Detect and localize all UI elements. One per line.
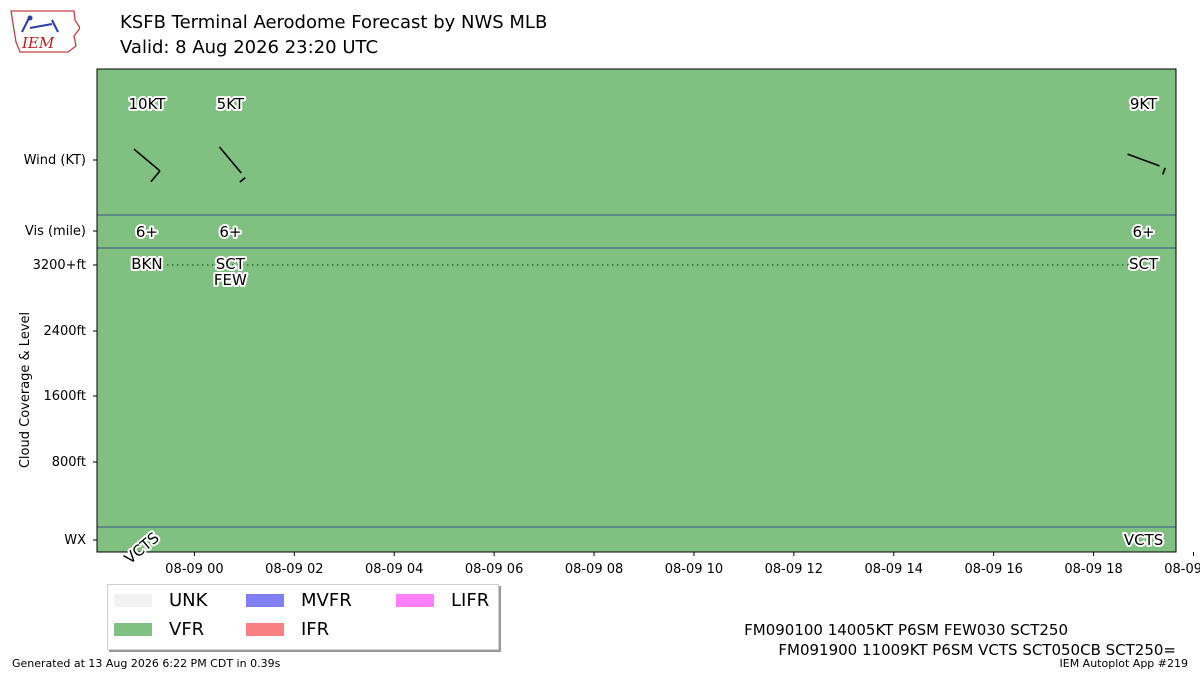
wind-row-label: Wind (KT) — [24, 153, 86, 168]
footer-generated: Generated at 13 Aug 2026 6:22 PM CDT in … — [12, 657, 281, 670]
legend-item-vfr: VFR — [114, 618, 205, 640]
taf-line-2: FM091900 11009KT P6SM VCTS SCT050CB SCT2… — [778, 641, 1176, 659]
x-tick-label: 08-09 04 — [365, 562, 423, 577]
wind-barb — [218, 146, 242, 174]
cloud-coverage-label: FEW — [214, 271, 247, 289]
legend-item-unk: UNK — [114, 589, 208, 611]
x-tick-label: 08-09 00 — [165, 562, 223, 577]
y-tick-label: 3200+ft — [33, 258, 86, 273]
cloud-coverage-label: SCT — [1129, 255, 1159, 273]
x-tick-label: 08-09 20 — [1164, 562, 1200, 577]
wind-speed-label: 5KT — [217, 95, 245, 113]
legend-item-mvfr: MVFR — [246, 589, 352, 611]
x-tick-label: 08-09 06 — [465, 562, 523, 577]
chart-subtitle: Valid: 8 Aug 2026 23:20 UTC — [120, 37, 379, 58]
x-tick-label: 08-09 02 — [265, 562, 323, 577]
cloud-coverage-label: BKN — [131, 255, 162, 273]
legend-label: MVFR — [301, 589, 352, 611]
x-tick-label: 08-09 08 — [565, 562, 623, 577]
wind-speed-label: 9KT — [1130, 95, 1158, 113]
legend-item-ifr: IFR — [246, 618, 330, 640]
footer-app: IEM Autoplot App #219 — [1059, 657, 1189, 670]
taf-line-1: FM090100 14005KT P6SM FEW030 SCT250 — [744, 621, 1068, 639]
wind-barb-tick — [150, 170, 161, 183]
wind-barb-tick — [239, 177, 246, 183]
x-tick-label: 08-09 12 — [765, 562, 823, 577]
chart-title: KSFB Terminal Aerodome Forecast by NWS M… — [120, 12, 548, 33]
plot-frame — [96, 68, 1177, 553]
legend-label: LIFR — [451, 589, 490, 611]
legend-swatch — [246, 593, 284, 607]
y-tick-label: 2400ft — [43, 324, 86, 339]
legend-swatch — [114, 622, 152, 636]
wx-row-label: WX — [64, 533, 86, 548]
legend-label: VFR — [169, 618, 205, 640]
cloud-coverage-label: SCT — [216, 255, 246, 273]
legend-swatch — [396, 593, 434, 607]
x-tick-label: 08-09 16 — [964, 562, 1022, 577]
legend-label: UNK — [169, 589, 208, 611]
legend-swatch — [114, 593, 152, 607]
wind-barb — [133, 148, 161, 172]
legend-label: IFR — [301, 618, 330, 640]
vfr-background — [97, 69, 1176, 552]
y-tick-label: 800ft — [52, 455, 86, 470]
y-tick-label: 1600ft — [43, 389, 86, 404]
visibility-label: 6+ — [136, 223, 158, 241]
visibility-label: 6+ — [1132, 223, 1154, 241]
x-tick-label: 08-09 10 — [665, 562, 723, 577]
x-tick-label: 08-09 14 — [865, 562, 923, 577]
wind-barb-tick — [1161, 167, 1166, 175]
y-axis-title: Cloud Coverage & Level — [18, 312, 33, 468]
legend-item-lifr: LIFR — [396, 589, 490, 611]
wx-label: VCTS — [1124, 531, 1163, 549]
vis-row-label: Vis (mile) — [25, 224, 86, 239]
iem-logo: IEM — [10, 10, 80, 53]
x-tick-label: 08-09 18 — [1064, 562, 1122, 577]
wind-barb — [1127, 153, 1160, 167]
legend-swatch — [246, 622, 284, 636]
visibility-label: 6+ — [219, 223, 241, 241]
logo-text: IEM — [21, 34, 55, 52]
wind-speed-label: 10KT — [128, 95, 166, 113]
legend: UNK MVFR LIFR VFR IFR — [107, 584, 499, 650]
